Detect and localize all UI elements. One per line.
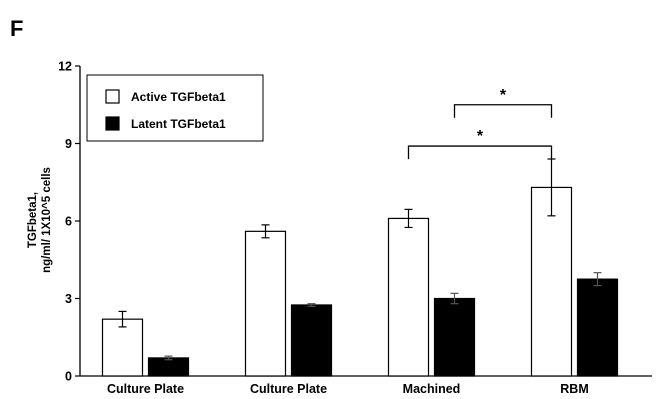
bar-active-3	[530, 186, 573, 377]
y-tick-label-2: 6	[65, 215, 72, 229]
legend-swatch-latent	[105, 116, 120, 131]
bars	[101, 186, 619, 377]
bar-active-0	[101, 318, 144, 377]
y-tick-label-4: 12	[58, 60, 72, 74]
legend: Active TGFbeta1 Latent TGFbeta1	[86, 74, 264, 142]
panel-label: F	[10, 16, 23, 41]
x-tick-labels: Culture Plate Culture Plate Machined RBM	[107, 382, 589, 396]
bar-active-2	[387, 217, 430, 377]
bracket-1	[453, 104, 553, 118]
x-tick-label-1: Culture Plate	[250, 382, 327, 396]
y-tick-label-3: 9	[65, 137, 72, 151]
x-tick-label-0: Culture Plate	[107, 382, 184, 396]
bar-latent-3	[576, 278, 619, 377]
y-tick-label-1: 3	[65, 292, 72, 306]
bracket-label-1: *	[500, 87, 507, 104]
bar-active-1	[244, 230, 287, 377]
legend-label-active: Active TGFbeta1	[131, 90, 226, 104]
y-axis-label-line-1: TGFbeta1,	[27, 192, 39, 248]
y-ticks: 0 3 6 9 12	[58, 60, 80, 384]
y-tick-label-0: 0	[65, 370, 72, 384]
x-tick-label-2: Machined	[403, 382, 461, 396]
y-axis-label-line-2: ng/ml/ 1X10^5 cells	[41, 167, 53, 273]
bar-latent-0	[147, 357, 190, 377]
bracket-0	[407, 145, 553, 160]
bar-latent-1	[290, 304, 333, 377]
legend-box	[86, 74, 264, 142]
bracket-label-0: *	[477, 128, 484, 145]
error-bars	[118, 158, 602, 361]
bar-latent-2	[433, 297, 476, 377]
x-tick-label-3: RBM	[560, 382, 588, 396]
legend-label-latent: Latent TGFbeta1	[131, 117, 226, 131]
significance-brackets: **	[407, 87, 553, 160]
y-axis-label: TGFbeta1, ng/ml/ 1X10^5 cells	[27, 167, 53, 273]
legend-swatch-active	[105, 89, 120, 104]
